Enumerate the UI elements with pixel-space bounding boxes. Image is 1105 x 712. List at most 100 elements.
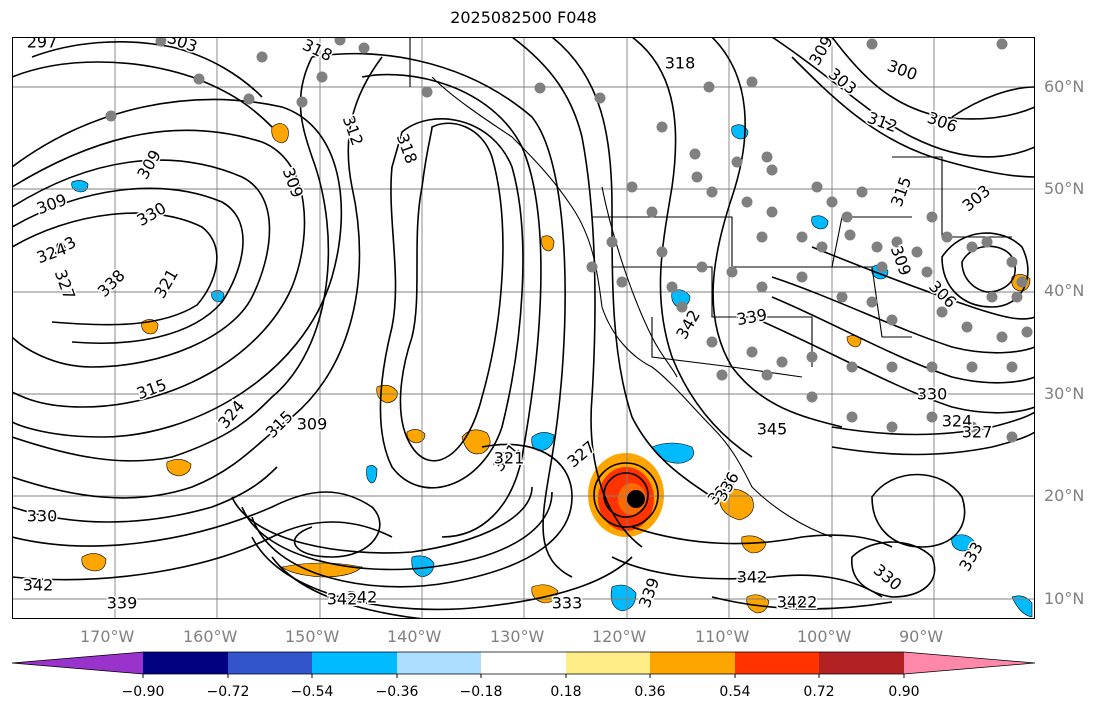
station-dot: [921, 266, 933, 278]
station-dot: [936, 306, 948, 318]
lon-label: 100°W: [797, 627, 852, 646]
station-dot: [796, 271, 808, 283]
contour-label: 309: [297, 415, 328, 434]
colorbar-tick-label: −0.18: [459, 684, 503, 700]
lat-label: 60°N: [1044, 77, 1085, 96]
station-dot: [986, 291, 998, 303]
station-dot: [886, 314, 898, 326]
colorbar-segment: [397, 652, 481, 674]
station-markers: [105, 37, 1033, 443]
station-dot: [703, 81, 715, 93]
contour-label: 330: [917, 385, 948, 404]
station-dot: [594, 92, 606, 104]
colorbar-segment: [12, 652, 143, 674]
contour-label: 297: [27, 37, 58, 52]
station-dot: [966, 361, 978, 373]
station-dot: [941, 231, 953, 243]
graticule: [12, 37, 1035, 619]
station-dot: [926, 211, 938, 223]
colorbar-segment: [735, 652, 819, 674]
station-dot: [911, 246, 923, 258]
colorbar-segment: [904, 652, 1035, 674]
station-dot: [105, 110, 117, 122]
station-dot: [421, 86, 433, 98]
contour-label: 324: [942, 412, 973, 431]
station-dot: [243, 93, 255, 105]
contour-lines: [12, 37, 1035, 619]
station-dot: [886, 421, 898, 433]
station-dot: [966, 421, 978, 433]
station-dot: [1011, 291, 1023, 303]
station-dot: [746, 346, 758, 358]
colorbar-segment: [481, 652, 566, 674]
contour-label: 339: [107, 594, 138, 613]
colorbar-segment: [819, 652, 904, 674]
lon-label: 170°W: [80, 627, 135, 646]
station-dot: [691, 171, 703, 183]
station-dot: [846, 361, 858, 373]
colorbar-tick-label: 0.72: [803, 684, 835, 700]
station-dot: [961, 321, 973, 333]
station-dot: [756, 281, 768, 293]
contour-label: 321: [494, 449, 525, 468]
station-dot: [926, 361, 938, 373]
station-dot: [796, 231, 808, 243]
storm-center: [593, 462, 659, 528]
station-dot: [696, 261, 708, 273]
contour-label: 318: [665, 54, 696, 73]
station-dot: [1006, 361, 1018, 373]
station-dot: [816, 241, 828, 253]
station-dot: [706, 186, 718, 198]
station-dot: [766, 164, 778, 176]
lon-label: 140°W: [387, 627, 442, 646]
station-dot: [731, 156, 743, 168]
station-dot: [256, 51, 268, 63]
lat-label: 40°N: [1044, 281, 1085, 300]
colorbar-tick-label: 0.90: [888, 684, 920, 700]
station-dot: [741, 196, 753, 208]
station-dot: [996, 331, 1008, 343]
contour-label: 342: [777, 593, 808, 612]
station-dot: [996, 38, 1008, 50]
coastline: [409, 37, 1012, 538]
colorbar-tick-label: 0.36: [634, 684, 666, 700]
station-dot: [806, 351, 818, 363]
colorbar-segment: [312, 652, 397, 674]
contour-label: 342: [347, 588, 378, 607]
station-dot: [866, 38, 878, 50]
lon-label: 90°W: [899, 627, 944, 646]
station-dot: [756, 231, 768, 243]
station-dot: [891, 236, 903, 248]
station-dot: [606, 236, 618, 248]
station-dot: [866, 296, 878, 308]
colorbar-tick-label: −0.54: [290, 684, 334, 700]
colorbar-tick-label: 0.54: [719, 684, 751, 700]
station-dot: [926, 411, 938, 423]
lon-label: 110°W: [695, 627, 750, 646]
station-dot: [534, 82, 546, 94]
station-dot: [841, 211, 853, 223]
station-dot: [358, 42, 370, 54]
station-dot: [706, 336, 718, 348]
colorbar-segment: [566, 652, 650, 674]
station-dot: [871, 241, 883, 253]
station-dot: [806, 391, 818, 403]
station-dot: [689, 148, 701, 160]
colorbar-tick-label: −0.72: [206, 684, 250, 700]
station-dot: [1006, 256, 1018, 268]
lon-label: 130°W: [490, 627, 545, 646]
station-dot: [296, 96, 308, 108]
colorbar-segment: [228, 652, 312, 674]
colorbar-tick-label: −0.90: [121, 684, 165, 700]
contour-label: 342: [737, 568, 768, 587]
colorbar: [11, 651, 1036, 678]
station-dot: [656, 121, 668, 133]
station-dot: [316, 71, 328, 83]
station-dot: [666, 281, 678, 293]
contour-label: 330: [27, 507, 58, 526]
lat-label: 30°N: [1044, 384, 1085, 403]
colorbar-tick-label: 0.18: [550, 684, 582, 700]
station-dot: [716, 369, 728, 381]
lon-label: 160°W: [183, 627, 238, 646]
